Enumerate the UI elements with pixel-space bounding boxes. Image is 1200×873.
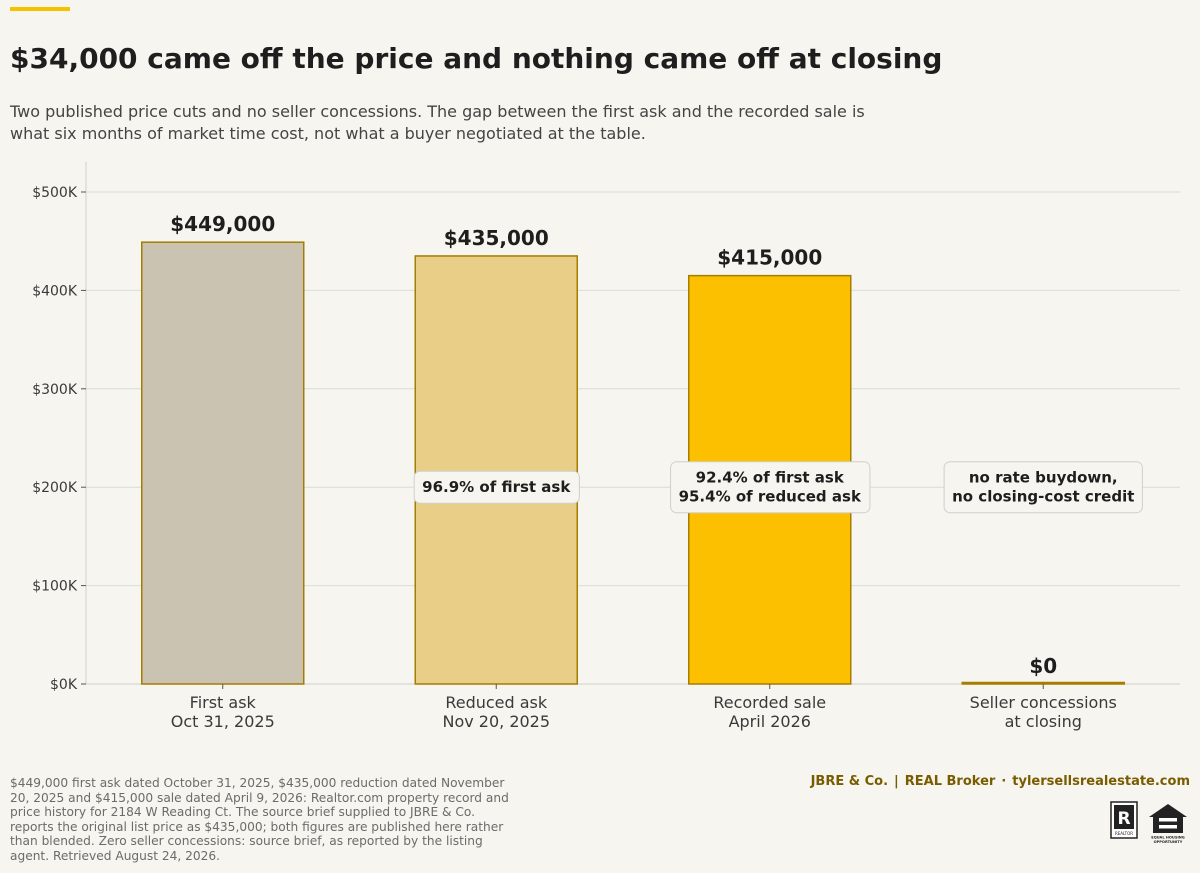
realtor-logo-icon: R REALTOR <box>1110 801 1138 839</box>
svg-text:EQUAL HOUSING: EQUAL HOUSING <box>1151 836 1185 840</box>
y-tick-label: $400K <box>32 283 78 299</box>
source-footnote: $449,000 first ask dated October 31, 202… <box>10 776 509 863</box>
bar-annotation-box <box>943 461 1143 514</box>
bar-value-label: $0 <box>1029 654 1057 678</box>
page-subtitle: Two published price cuts and no seller c… <box>10 102 865 143</box>
svg-text:OPPORTUNITY: OPPORTUNITY <box>1154 840 1183 844</box>
brand-line: JBRE & Co. | REAL Broker · tylersellsrealest… <box>811 774 1190 789</box>
bar-value-label: $435,000 <box>444 226 549 250</box>
bar-value-label: $449,000 <box>170 212 275 236</box>
bar <box>414 255 578 685</box>
bar-annotation-box <box>670 461 871 514</box>
brand-separator: | <box>894 774 899 789</box>
bar-annotation-line: no closing-cost credit <box>952 488 1134 506</box>
x-tick-label: Recorded sale April 2026 <box>713 693 826 731</box>
bar-annotation: no rate buydown, no closing-cost credit <box>952 469 1134 506</box>
bar-annotation-line: no rate buydown, <box>969 469 1118 487</box>
bar-annotation: 96.9% of first ask <box>422 478 571 496</box>
equal-housing-icon: EQUAL HOUSING OPPORTUNITY <box>1149 804 1187 844</box>
bar <box>141 241 305 685</box>
x-tick-label-line: at closing <box>1005 712 1082 731</box>
x-tick-label: Seller concessions at closing <box>970 693 1117 731</box>
x-tick-label-line: Recorded sale <box>713 693 826 712</box>
svg-text:R: R <box>1117 809 1130 829</box>
accent-bar <box>10 7 70 11</box>
page-title: $34,000 came off the price and nothing c… <box>10 42 943 75</box>
bar-annotation-box <box>413 470 580 504</box>
bar-annotation-line: 96.9% of first ask <box>422 478 571 496</box>
x-tick-label-line: Seller concessions <box>970 693 1117 712</box>
y-tick-label: $300K <box>32 382 78 398</box>
brand-dot: · <box>1001 774 1007 789</box>
x-tick-label-line: Reduced ask <box>445 693 548 712</box>
y-tick-label: $500K <box>32 185 78 201</box>
bar-value-label: $415,000 <box>717 246 822 270</box>
brand-name: JBRE & Co. <box>810 774 889 789</box>
y-tick-label: $200K <box>32 480 78 496</box>
bar-annotation-line: 92.4% of first ask <box>696 469 845 487</box>
x-tick-label: Reduced ask Nov 20, 2025 <box>442 693 550 731</box>
compliance-logos: R REALTOR EQUAL HOUSING OPPORTUNITY <box>1110 801 1190 845</box>
x-tick-label: First ask Oct 31, 2025 <box>171 693 275 731</box>
x-tick-label-line: April 2026 <box>729 712 811 731</box>
bar <box>961 681 1125 685</box>
x-tick-label-line: First ask <box>190 693 257 712</box>
website-link[interactable]: tylersellsrealestate.com <box>1012 774 1190 789</box>
bar-annotation: 92.4% of first ask 95.4% of reduced ask <box>679 469 862 506</box>
bar-annotation-line: 95.4% of reduced ask <box>679 488 862 506</box>
y-tick-label: $100K <box>32 579 78 595</box>
x-tick-label-line: Nov 20, 2025 <box>442 712 550 731</box>
y-tick-label: $0K <box>50 677 78 693</box>
x-tick-label-line: Oct 31, 2025 <box>171 712 275 731</box>
bar-chart: $0K $100K $200K $300K $400K $500K $449,000 Firs… <box>32 162 1180 731</box>
brokerage-name: REAL Broker <box>904 774 996 789</box>
realtor-mark-text: REALTOR <box>1115 831 1133 836</box>
